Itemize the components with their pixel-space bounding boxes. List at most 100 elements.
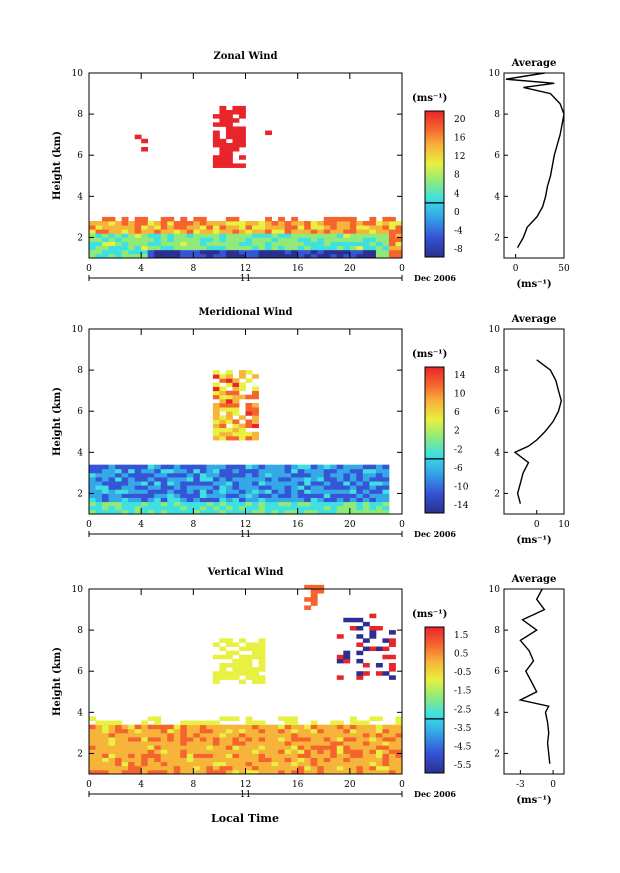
field-cell xyxy=(356,765,364,771)
field-cell xyxy=(388,749,396,754)
field-cell xyxy=(167,737,175,742)
field-cell xyxy=(382,646,390,652)
field-cell xyxy=(310,601,318,606)
field-cell xyxy=(245,485,253,490)
field-cell xyxy=(95,493,103,498)
field-cell xyxy=(375,493,383,498)
field-cell xyxy=(317,769,325,775)
field-cell xyxy=(134,253,142,259)
colorbar-tick-label: 0.5 xyxy=(454,650,469,660)
colorbar-tick-label: 14 xyxy=(454,371,466,381)
field-cell xyxy=(199,253,207,259)
field-cell xyxy=(212,415,220,420)
field-cell xyxy=(134,497,142,503)
field-cell xyxy=(89,468,96,474)
field-cell xyxy=(232,130,240,136)
profile-title: Average xyxy=(511,314,557,325)
field-cell xyxy=(317,229,325,234)
y-tick-label: 2 xyxy=(77,233,83,243)
y-tick-label: 2 xyxy=(77,749,83,759)
field-cell xyxy=(173,737,181,742)
field-cell xyxy=(108,241,116,247)
field-cell xyxy=(147,745,155,750)
field-cell xyxy=(232,749,240,754)
colorbar-tick-label: -3.5 xyxy=(454,724,472,734)
field-cell xyxy=(238,114,246,119)
field-cell xyxy=(219,663,227,668)
field-cell xyxy=(238,638,246,643)
field-cell xyxy=(232,237,240,242)
field-cell xyxy=(160,745,168,750)
field-cell xyxy=(304,749,312,754)
field-cell xyxy=(141,216,149,222)
field-cell xyxy=(186,765,194,771)
field-cell xyxy=(317,761,325,767)
field-cell xyxy=(219,155,227,160)
field-cell xyxy=(297,477,305,482)
field-cell xyxy=(349,720,357,726)
field-cell xyxy=(219,151,227,156)
field-cell xyxy=(232,249,240,255)
field-cell xyxy=(154,464,162,470)
field-cell xyxy=(173,732,181,738)
field-cell xyxy=(284,753,292,758)
field-cell xyxy=(115,493,123,498)
field-cell xyxy=(258,749,266,754)
field-cell xyxy=(323,737,331,742)
field-cell xyxy=(362,241,370,247)
field-cell xyxy=(238,423,246,429)
field-cell xyxy=(252,249,259,255)
field-cell xyxy=(284,765,292,771)
field-cell xyxy=(375,769,383,775)
field-cell xyxy=(134,233,142,238)
field-cell xyxy=(265,225,272,230)
field-cell xyxy=(186,221,194,226)
field-cell xyxy=(160,485,168,490)
field-cell xyxy=(310,757,318,763)
field-cell xyxy=(219,481,227,486)
field-cell xyxy=(212,477,220,482)
field-cell xyxy=(225,481,233,486)
field-cell xyxy=(102,245,109,251)
field-cell xyxy=(212,134,220,140)
field-cell xyxy=(199,485,207,490)
field-cell xyxy=(212,497,220,503)
field-cell xyxy=(362,253,370,259)
field-cell xyxy=(141,481,149,486)
field-cell xyxy=(310,741,318,746)
field-cell xyxy=(284,749,292,754)
field-cell xyxy=(258,741,266,746)
field-cell xyxy=(225,394,233,400)
profile-x-tick-label: 0 xyxy=(550,780,556,790)
field-cell xyxy=(291,225,299,230)
field-cell xyxy=(238,155,246,160)
field-cell xyxy=(167,724,175,730)
field-cell xyxy=(199,501,207,507)
field-cell xyxy=(160,468,168,474)
field-cell xyxy=(238,237,246,242)
field-cell xyxy=(330,497,338,503)
field-cell xyxy=(271,489,279,494)
field-cell xyxy=(128,464,136,470)
field-cell xyxy=(297,749,305,754)
field-cell xyxy=(121,728,129,734)
field-cell xyxy=(343,472,351,478)
field-cell xyxy=(284,472,292,478)
field-cell xyxy=(141,468,149,474)
field-cell xyxy=(343,464,351,470)
field-cell xyxy=(304,221,312,226)
field-cell xyxy=(134,485,142,490)
field-cell xyxy=(193,477,201,482)
field-cell xyxy=(225,728,233,734)
field-cell xyxy=(219,114,227,119)
field-cell xyxy=(167,749,175,754)
field-cell xyxy=(291,737,299,742)
field-cell xyxy=(108,769,116,775)
field-cell xyxy=(219,654,227,660)
field-cell xyxy=(265,489,272,494)
x-tick-label: 0 xyxy=(399,520,405,530)
field-cell xyxy=(232,497,240,503)
field-cell xyxy=(245,241,253,247)
field-cell xyxy=(278,485,286,490)
field-cell xyxy=(238,126,246,131)
